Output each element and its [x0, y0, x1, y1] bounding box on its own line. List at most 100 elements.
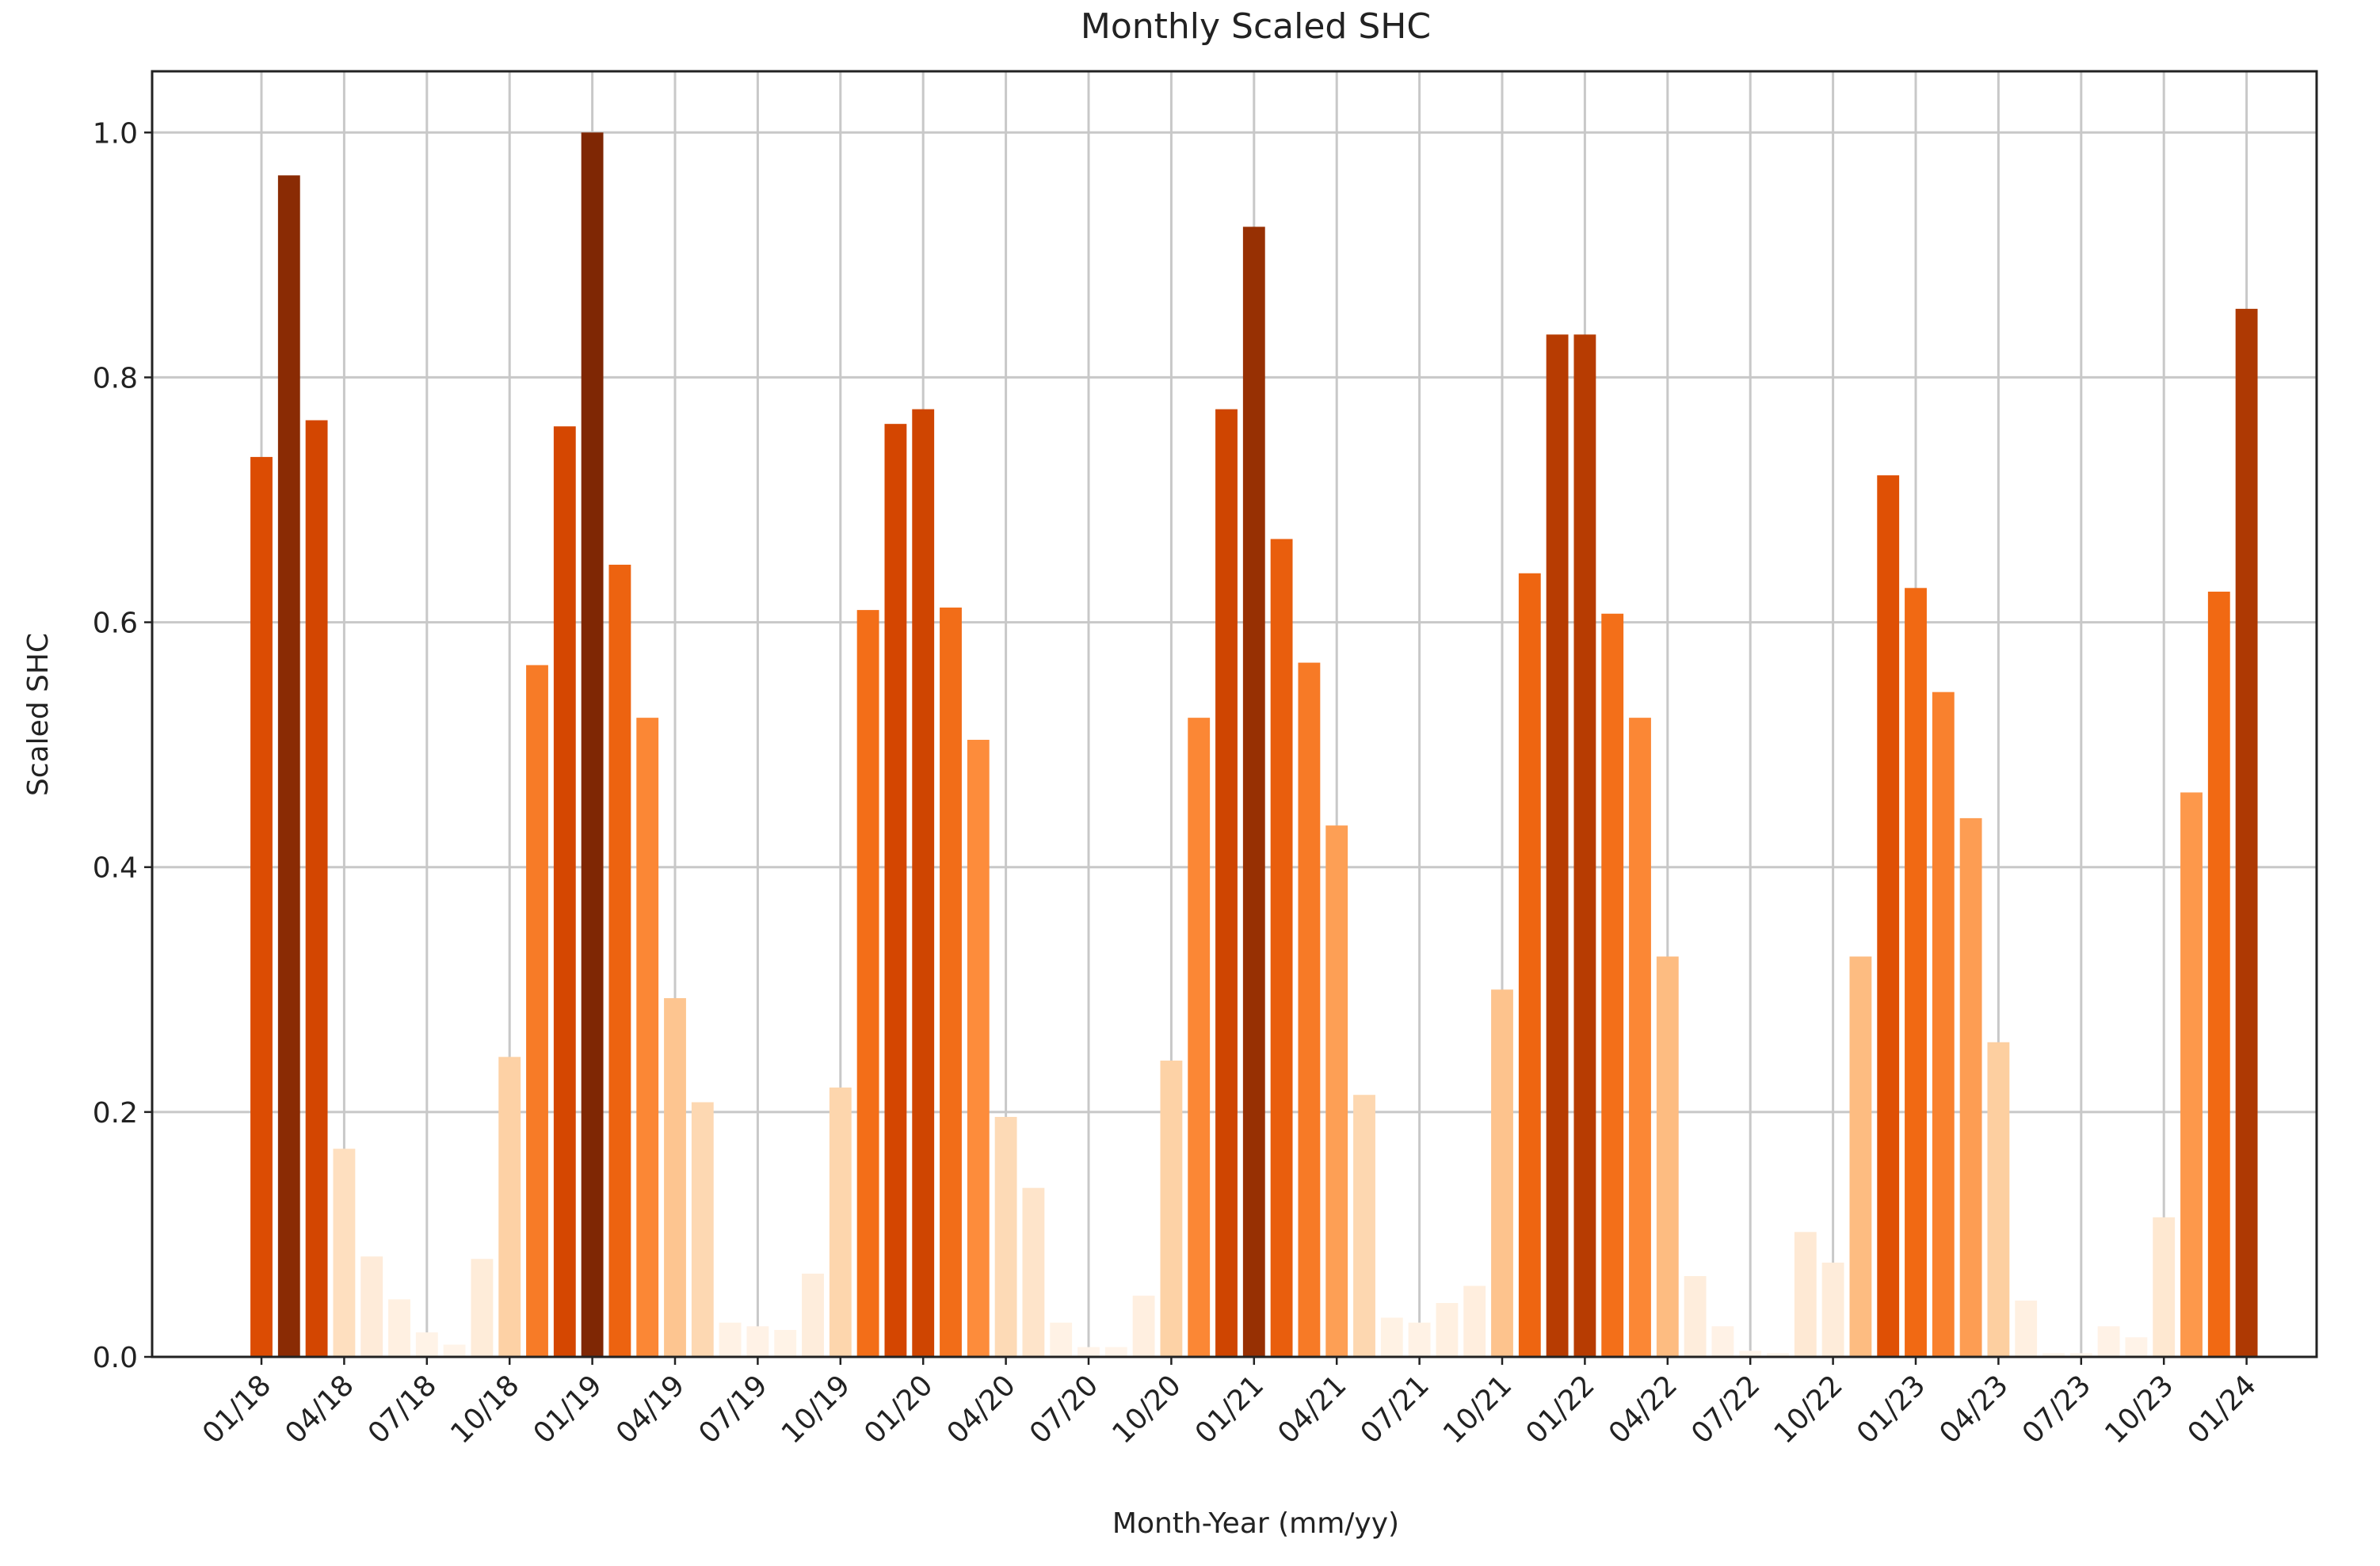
- plot-frame: [151, 70, 2318, 1358]
- x-tick-label: 10/18: [444, 1369, 525, 1450]
- bar: [940, 608, 962, 1357]
- x-tick-label: 01/19: [528, 1369, 608, 1450]
- bar: [360, 1256, 383, 1357]
- bar: [1905, 588, 1927, 1357]
- bar: [1022, 1187, 1045, 1357]
- bar: [2153, 1217, 2176, 1357]
- bar: [802, 1273, 824, 1357]
- x-tick-label: 07/23: [2016, 1369, 2097, 1450]
- bar: [305, 420, 328, 1357]
- bar: [1932, 692, 1955, 1357]
- bar: [277, 175, 300, 1357]
- y-tick-label: 0.6: [93, 608, 138, 640]
- bar: [1380, 1317, 1403, 1357]
- bar: [1739, 1351, 1762, 1357]
- bar: [1987, 1042, 2010, 1357]
- bar: [1353, 1095, 1375, 1357]
- x-tick-label: 04/22: [1603, 1369, 1684, 1450]
- bar: [967, 739, 990, 1357]
- bar: [1270, 539, 1293, 1357]
- bar: [526, 665, 548, 1357]
- bar: [1794, 1232, 1817, 1357]
- bar: [388, 1299, 410, 1357]
- bar: [1104, 1347, 1127, 1357]
- bar: [2125, 1337, 2148, 1357]
- bar: [1463, 1286, 1486, 1357]
- y-tick-label: 0.8: [93, 362, 138, 394]
- x-tick-label: 10/19: [776, 1369, 856, 1450]
- bar: [774, 1329, 797, 1357]
- y-tick-label: 1.0: [93, 117, 138, 150]
- bar: [553, 426, 576, 1358]
- bar: [1436, 1302, 1459, 1357]
- bar: [746, 1326, 769, 1357]
- bar: [1050, 1322, 1073, 1357]
- bar: [856, 610, 879, 1357]
- y-tick-label: 0.2: [93, 1097, 138, 1130]
- x-tick-label: 01/18: [196, 1369, 277, 1450]
- x-tick-label: 07/20: [1024, 1369, 1104, 1450]
- bar: [608, 564, 631, 1357]
- bar: [415, 1332, 438, 1357]
- bar: [1298, 662, 1321, 1357]
- bar: [1325, 825, 1348, 1357]
- bar: [2180, 792, 2203, 1357]
- bar: [2235, 308, 2258, 1358]
- bar: [1518, 573, 1541, 1357]
- x-tick-label: 01/23: [1851, 1369, 1932, 1450]
- bar: [1546, 334, 1569, 1357]
- bar: [1215, 409, 1238, 1357]
- bar: [1573, 334, 1596, 1357]
- bar: [2207, 591, 2230, 1357]
- x-tick-label: 10/20: [1106, 1369, 1187, 1450]
- x-tick-label: 04/20: [941, 1369, 1022, 1450]
- chart-title: Monthly Scaled SHC: [1081, 6, 1431, 47]
- x-tick-label: 07/21: [1355, 1369, 1436, 1450]
- bar: [664, 998, 686, 1357]
- y-tick-label: 0.4: [93, 852, 138, 885]
- bar: [1188, 718, 1211, 1357]
- bar: [2042, 1353, 2065, 1357]
- x-tick-label: 01/24: [2182, 1369, 2263, 1450]
- bar: [2069, 1353, 2092, 1357]
- bar: [1959, 817, 1982, 1357]
- y-tick-label: 0.0: [93, 1342, 138, 1374]
- bar: [333, 1149, 356, 1357]
- bar: [1711, 1326, 1734, 1357]
- bar: [1491, 989, 1513, 1357]
- bar: [912, 409, 935, 1357]
- bar: [471, 1259, 494, 1357]
- bar: [994, 1117, 1017, 1357]
- x-tick-label: 01/21: [1189, 1369, 1270, 1450]
- x-tick-label: 01/20: [858, 1369, 939, 1450]
- bar: [2015, 1300, 2038, 1357]
- bar: [691, 1102, 714, 1357]
- x-tick-label: 07/22: [1685, 1369, 1766, 1450]
- bar: [1877, 475, 1900, 1357]
- bar: [1821, 1262, 1844, 1357]
- bar: [636, 718, 659, 1357]
- x-tick-label: 07/18: [362, 1369, 443, 1450]
- bar: [498, 1057, 521, 1357]
- bar: [250, 456, 273, 1357]
- bar: [1629, 718, 1651, 1357]
- x-tick-label: 04/19: [610, 1369, 691, 1450]
- bar: [719, 1322, 742, 1357]
- x-axis-label: Month-Year (mm/yy): [1112, 1507, 1399, 1540]
- bar: [1849, 956, 1872, 1357]
- bar: [1242, 227, 1265, 1358]
- bar: [829, 1087, 852, 1357]
- x-tick-label: 04/21: [1272, 1369, 1352, 1450]
- bar: [443, 1344, 466, 1357]
- x-tick-label: 10/21: [1437, 1369, 1518, 1450]
- bar: [1656, 956, 1679, 1357]
- x-tick-label: 01/22: [1520, 1369, 1600, 1450]
- x-tick-label: 04/23: [1933, 1369, 2014, 1450]
- x-tick-label: 07/19: [692, 1369, 773, 1450]
- x-tick-label: 10/22: [1768, 1369, 1849, 1450]
- bar: [1684, 1275, 1707, 1357]
- x-tick-label: 04/18: [279, 1369, 360, 1450]
- y-axis-label: Scaled SHC: [22, 633, 55, 796]
- bar: [884, 424, 907, 1357]
